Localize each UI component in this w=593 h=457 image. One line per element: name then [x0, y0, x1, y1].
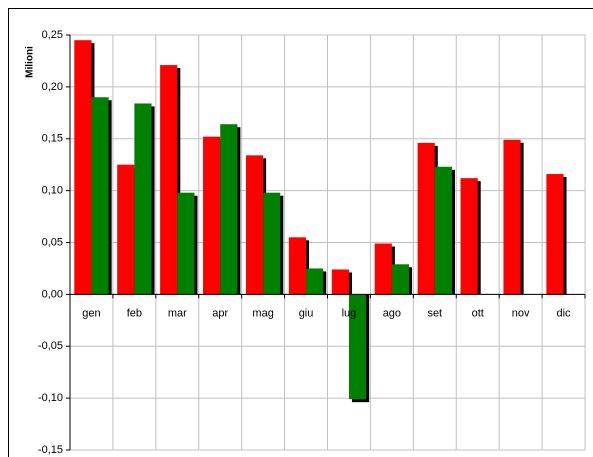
- y-tick-label: -0,15: [38, 444, 63, 456]
- bar: [417, 142, 435, 295]
- chart-border: [8, 8, 593, 457]
- y-tick-label: -0,10: [38, 392, 63, 404]
- bar: [91, 97, 109, 295]
- bar: [348, 294, 367, 400]
- y-tick-label: 0,10: [42, 185, 63, 197]
- bar: [203, 136, 221, 295]
- bar: [134, 103, 152, 295]
- bar: [117, 164, 135, 295]
- bar: [263, 192, 281, 295]
- y-tick-label: 0,05: [42, 236, 63, 248]
- x-tick-label: dic: [557, 307, 572, 319]
- bar: [74, 40, 92, 295]
- x-tick-label: giu: [299, 307, 314, 319]
- x-tick-label: mag: [252, 307, 273, 319]
- x-tick-label: feb: [127, 307, 142, 319]
- bar: [245, 155, 264, 295]
- bar: [503, 139, 521, 295]
- bar: [331, 269, 349, 295]
- y-tick-label: 0,20: [42, 81, 63, 93]
- x-tick-label: apr: [212, 307, 228, 319]
- y-tick-label: -0,05: [38, 340, 63, 352]
- bar: [434, 166, 452, 295]
- bar: [546, 174, 564, 295]
- bar: [460, 178, 478, 295]
- x-tick-label: ott: [472, 307, 484, 319]
- bar: [288, 237, 307, 295]
- bar: [220, 124, 238, 295]
- x-tick-label: ago: [383, 307, 401, 319]
- bar: [306, 268, 324, 295]
- x-tick-label: nov: [512, 307, 530, 319]
- bar: [374, 243, 392, 295]
- x-tick-label: mar: [168, 307, 187, 319]
- x-tick-label: lug: [342, 307, 357, 319]
- y-tick-label: 0,00: [42, 288, 63, 300]
- bar: [160, 65, 178, 295]
- bar: [391, 264, 410, 295]
- bar: [177, 192, 195, 295]
- y-axis-label: Milioni: [25, 46, 36, 78]
- x-tick-label: set: [427, 307, 442, 319]
- x-tick-label: gen: [82, 307, 100, 319]
- y-tick-label: 0,25: [42, 29, 63, 41]
- y-tick-label: 0,15: [42, 133, 63, 145]
